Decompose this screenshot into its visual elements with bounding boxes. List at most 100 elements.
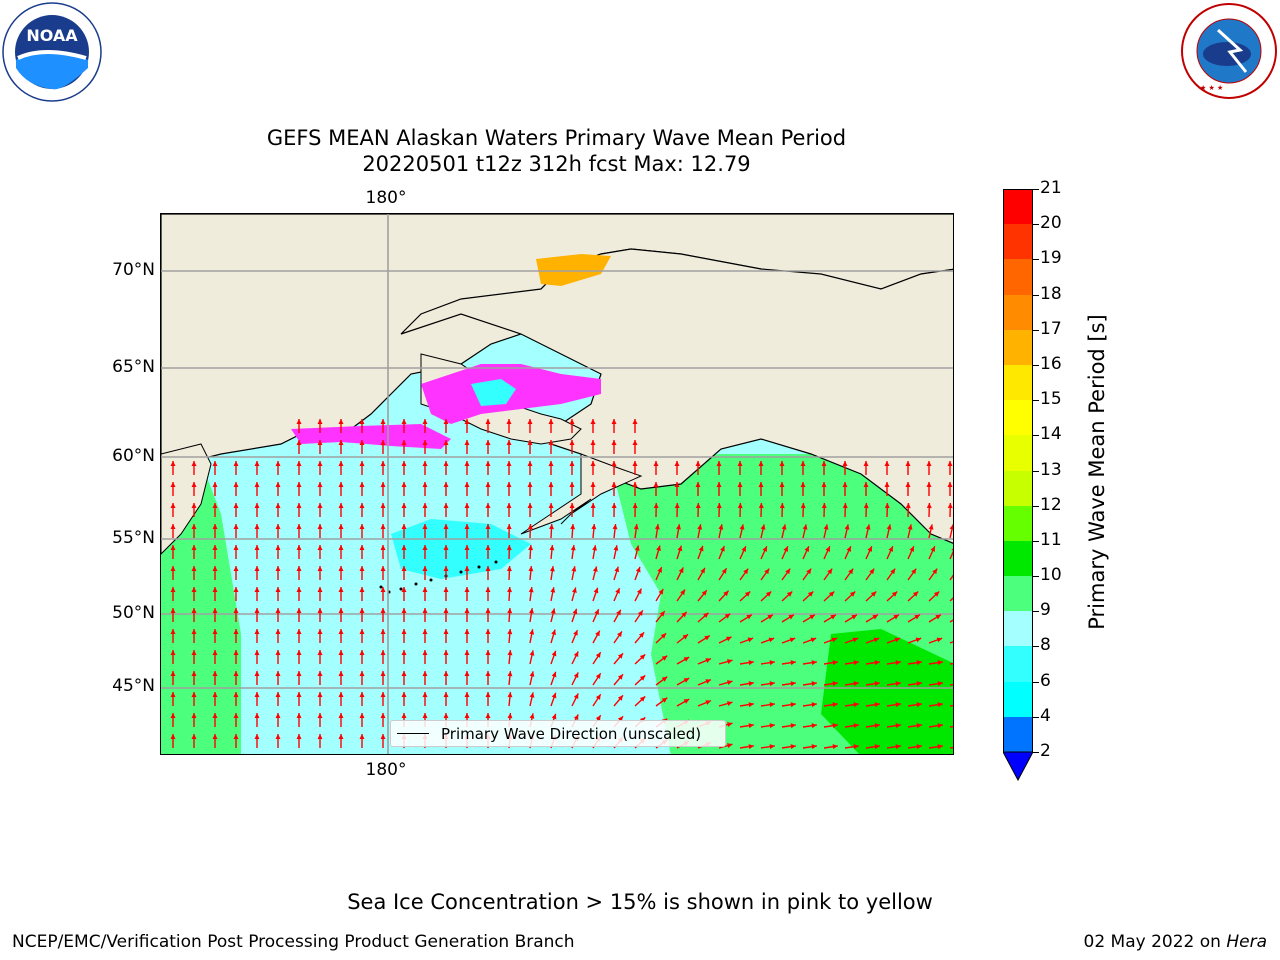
- wave-arrow-head: [937, 660, 943, 666]
- wave-arrow-head: [726, 701, 733, 706]
- wave-arrow-head: [678, 567, 684, 574]
- colorbar-segment: [1003, 364, 1033, 401]
- wave-arrow-head: [762, 546, 767, 552]
- wave-arrow-head: [790, 660, 796, 666]
- wave-arrow-head: [212, 692, 218, 697]
- wave-arrow-head: [296, 545, 302, 550]
- wave-arrow-head: [233, 713, 239, 718]
- wave-arrow-head: [863, 482, 869, 487]
- wave-arrow-head: [296, 440, 302, 445]
- wave-zone-bering-shelf: [221, 449, 591, 514]
- wave-arrow-head: [506, 545, 512, 551]
- wave-arrow-head: [595, 652, 601, 658]
- wave-arrow-head: [443, 482, 449, 487]
- wave-arrow-head: [842, 482, 848, 487]
- wave-arrow-head: [485, 650, 491, 655]
- wave-arrow-head: [695, 461, 701, 466]
- wave-arrow-head: [724, 613, 731, 619]
- wave-arrow-head: [338, 419, 344, 424]
- wave-arrow-head: [422, 671, 428, 676]
- wave-arrow-head: [485, 629, 491, 634]
- wave-arrow-head: [464, 608, 470, 613]
- lat-label-70: 70°N: [112, 260, 155, 280]
- wave-arrow-head: [590, 482, 596, 487]
- wave-arrow-head: [401, 566, 407, 571]
- wave-arrow-head: [212, 608, 218, 613]
- wave-arrow-head: [874, 660, 880, 666]
- wave-arrow-head: [911, 568, 917, 575]
- ice-zone-norton: [471, 379, 516, 406]
- wave-arrow-head: [464, 587, 470, 592]
- wave-arrow-head: [275, 566, 281, 571]
- wave-arrow-head: [317, 734, 323, 739]
- colorbar-segment: [1003, 224, 1033, 260]
- noaa-logo: NOAA: [2, 2, 102, 102]
- wave-arrow-head: [767, 614, 773, 620]
- wave-zone-east-strong: [821, 629, 953, 754]
- colorbar-tick-mark: [1033, 752, 1039, 753]
- colorbar: [1003, 189, 1033, 753]
- wave-arrow-head: [317, 587, 323, 592]
- wave-arrow-head: [506, 524, 512, 530]
- wave-arrow-head: [212, 503, 218, 508]
- wave-arrow-head: [464, 461, 470, 466]
- wave-arrow-head: [422, 545, 428, 550]
- wave-arrow-head: [275, 629, 281, 634]
- wave-arrow-head: [212, 545, 218, 550]
- wave-arrow-head: [616, 609, 621, 616]
- wave-arrow-head: [380, 587, 386, 592]
- wave-arrow-head: [380, 524, 386, 529]
- wave-arrow-head: [359, 503, 365, 508]
- wave-arrow-head: [549, 566, 555, 572]
- wave-arrow-head: [485, 608, 491, 613]
- wave-arrow-head: [548, 440, 554, 445]
- wave-arrow-head: [485, 713, 491, 718]
- wave-arrow-head: [632, 419, 638, 424]
- wave-arrow-head: [359, 608, 365, 613]
- wave-arrow-head: [464, 545, 470, 550]
- colorbar-tick-label: 11: [1040, 529, 1062, 550]
- lat-label-45: 45°N: [112, 676, 155, 696]
- wave-arrow-head: [338, 566, 344, 571]
- wave-arrow-head: [359, 440, 365, 445]
- wave-arrow-head: [401, 482, 407, 487]
- colorbar-segment: [1003, 716, 1033, 753]
- wave-arrow-head: [737, 503, 743, 509]
- wave-arrow-head: [737, 482, 743, 487]
- wave-arrow-head: [296, 587, 302, 592]
- wave-arrow-head: [401, 608, 407, 613]
- legend-label: Primary Wave Direction (unscaled): [441, 724, 702, 743]
- wave-arrow-shaft: [949, 550, 953, 560]
- legend-line-swatch: [397, 733, 429, 734]
- wave-arrow-head: [529, 671, 535, 677]
- wave-arrow-head: [296, 524, 302, 529]
- wave-arrow-head: [705, 679, 711, 684]
- wave-arrow-head: [951, 548, 953, 551]
- wave-arrow-head: [895, 744, 901, 750]
- wave-arrow-head: [359, 713, 365, 718]
- wave-arrow-head: [681, 611, 687, 618]
- colorbar-segment: [1003, 189, 1033, 225]
- map-canvas: [161, 214, 953, 754]
- wave-arrow-head: [254, 671, 260, 676]
- wave-arrow-shaft: [949, 725, 953, 728]
- wave-arrow-head: [401, 587, 407, 592]
- wave-arrow-head: [593, 587, 599, 594]
- colorbar-tick-mark: [1033, 470, 1039, 472]
- wave-arrow-head: [528, 545, 534, 551]
- colorbar-segment: [1003, 329, 1033, 366]
- wave-arrow-head: [485, 524, 491, 529]
- wave-arrow-head: [658, 589, 664, 595]
- wave-arrow-head: [380, 713, 386, 718]
- wave-arrow-head: [653, 461, 659, 466]
- colorbar-tick-label: 20: [1040, 213, 1062, 234]
- wave-arrow-head: [506, 440, 512, 445]
- wave-arrow-head: [637, 610, 643, 616]
- wave-arrow-head: [254, 482, 260, 487]
- wave-arrow-head: [632, 482, 638, 487]
- wave-arrow-head: [768, 637, 775, 643]
- wave-arrow-head: [338, 713, 344, 718]
- wave-arrow-head: [726, 680, 733, 685]
- wave-arrow-head: [698, 545, 704, 552]
- wave-arrow-head: [317, 461, 323, 466]
